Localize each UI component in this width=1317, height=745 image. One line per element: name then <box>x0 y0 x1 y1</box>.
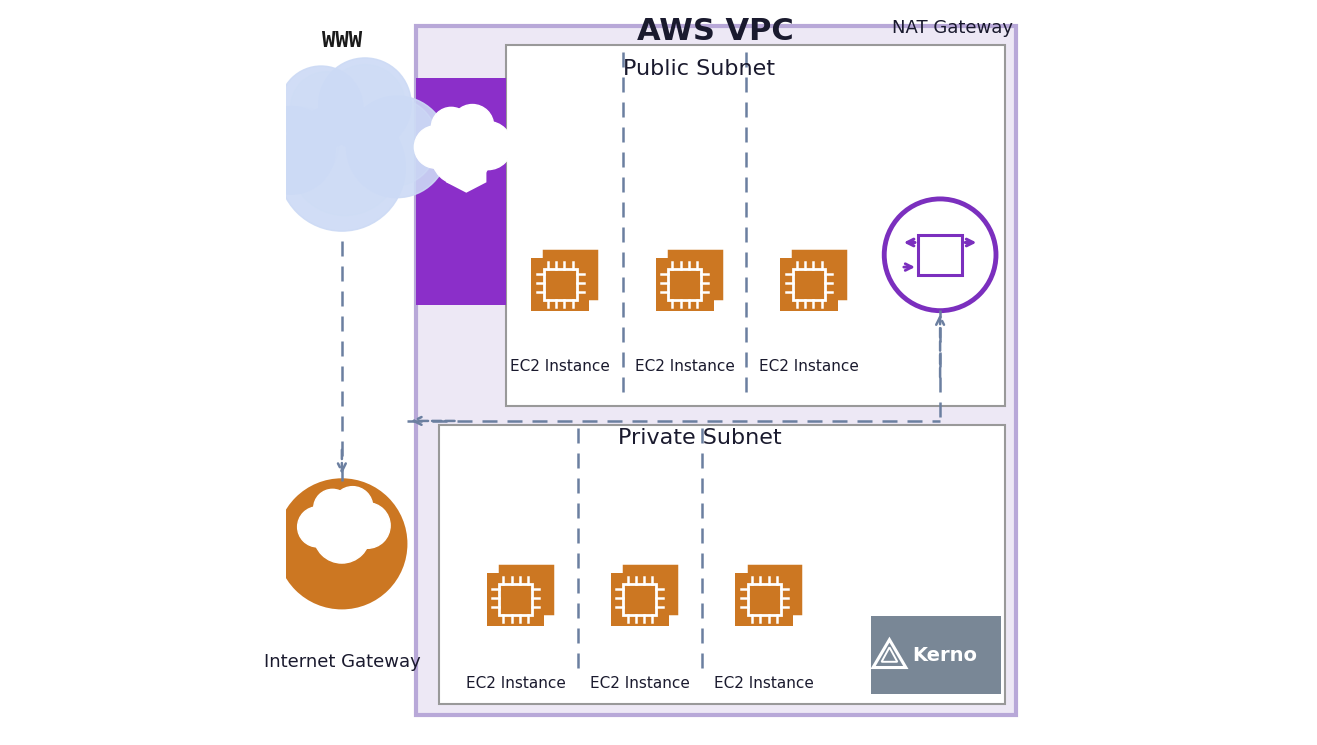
Text: Internet Gateway: Internet Gateway <box>263 653 420 670</box>
FancyBboxPatch shape <box>790 248 848 301</box>
Circle shape <box>345 503 390 548</box>
FancyBboxPatch shape <box>735 573 793 627</box>
Circle shape <box>325 65 406 145</box>
FancyBboxPatch shape <box>416 78 506 305</box>
Text: Private Subnet: Private Subnet <box>618 428 781 448</box>
FancyBboxPatch shape <box>745 563 803 616</box>
FancyBboxPatch shape <box>486 573 544 627</box>
Circle shape <box>298 507 338 547</box>
Text: EC2 Instance: EC2 Instance <box>590 676 690 691</box>
Circle shape <box>452 104 494 147</box>
Text: NAT Gateway: NAT Gateway <box>893 19 1013 37</box>
FancyBboxPatch shape <box>871 616 1001 694</box>
Text: EC2 Instance: EC2 Instance <box>510 359 610 374</box>
Text: WWW: WWW <box>321 31 362 51</box>
Circle shape <box>313 489 352 527</box>
FancyBboxPatch shape <box>656 258 714 311</box>
Text: AWS VPC: AWS VPC <box>637 17 794 45</box>
Circle shape <box>346 96 448 197</box>
FancyBboxPatch shape <box>439 425 1005 704</box>
Circle shape <box>319 58 411 150</box>
Circle shape <box>313 507 370 563</box>
Circle shape <box>464 121 512 170</box>
Text: EC2 Instance: EC2 Instance <box>635 359 735 374</box>
Text: Public Subnet: Public Subnet <box>623 59 776 78</box>
Polygon shape <box>446 151 486 193</box>
Circle shape <box>415 126 457 168</box>
Circle shape <box>349 98 437 186</box>
Circle shape <box>432 126 491 186</box>
Circle shape <box>278 104 406 231</box>
Circle shape <box>432 107 471 147</box>
Text: EC2 Instance: EC2 Instance <box>714 676 814 691</box>
Circle shape <box>248 107 335 194</box>
Text: Kerno: Kerno <box>911 646 977 665</box>
FancyBboxPatch shape <box>666 248 723 301</box>
Circle shape <box>277 478 407 609</box>
FancyBboxPatch shape <box>622 563 680 616</box>
Text: EC2 Instance: EC2 Instance <box>759 359 859 374</box>
Text: EC2 Instance: EC2 Instance <box>465 676 565 691</box>
Circle shape <box>884 199 996 311</box>
Circle shape <box>262 107 338 183</box>
FancyBboxPatch shape <box>611 573 669 627</box>
FancyBboxPatch shape <box>506 45 1005 406</box>
Circle shape <box>279 66 362 149</box>
Circle shape <box>291 72 363 144</box>
FancyBboxPatch shape <box>531 258 589 311</box>
FancyBboxPatch shape <box>780 258 838 311</box>
FancyBboxPatch shape <box>541 248 599 301</box>
Circle shape <box>290 105 400 215</box>
FancyBboxPatch shape <box>497 563 554 616</box>
FancyBboxPatch shape <box>416 26 1017 715</box>
Circle shape <box>332 486 373 527</box>
